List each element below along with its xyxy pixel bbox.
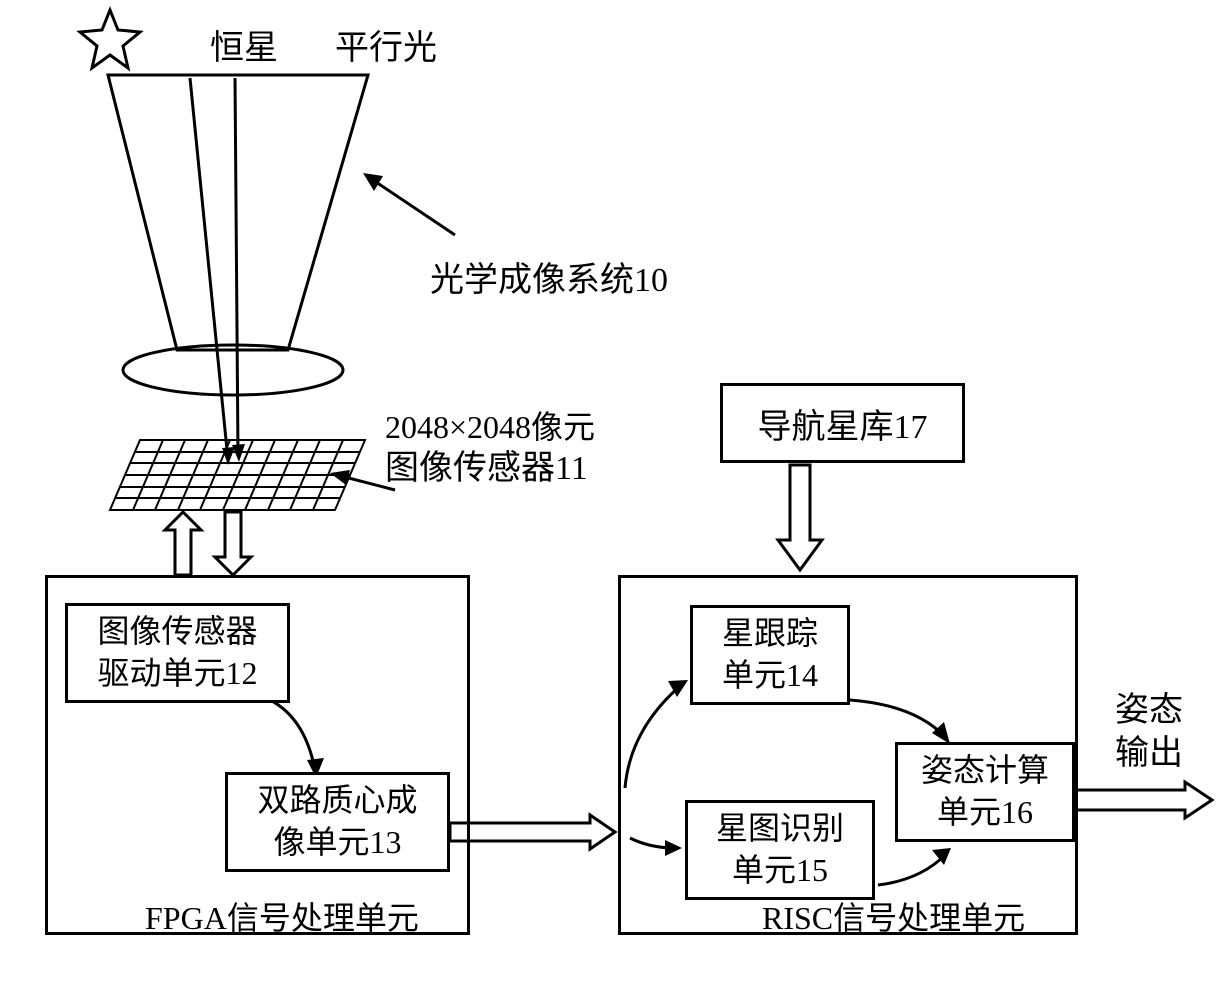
arrow-sensor-driver-down bbox=[215, 512, 251, 575]
sensor-grid bbox=[110, 440, 365, 510]
driver-unit-line1: 图像传感器 bbox=[97, 611, 257, 653]
star-icon bbox=[80, 10, 140, 68]
star-label: 恒星 bbox=[210, 20, 278, 69]
attitude-calc-line2: 单元16 bbox=[937, 792, 1033, 834]
attitude-output-label2: 输出 bbox=[1115, 725, 1183, 774]
attitude-calc-box: 姿态计算 单元16 bbox=[895, 742, 1075, 842]
optical-pointer bbox=[370, 178, 455, 235]
arrow-centroid-risc bbox=[450, 815, 615, 849]
centroid-line1: 双路质心成 bbox=[257, 780, 417, 822]
ray-right bbox=[235, 78, 238, 455]
lens-ellipse bbox=[123, 345, 343, 395]
attitude-calc-line1: 姿态计算 bbox=[921, 750, 1049, 792]
fpga-label: FPGA信号处理单元 bbox=[145, 893, 419, 939]
arrow-catalog-risc bbox=[778, 465, 822, 570]
star-id-box: 星图识别 单元15 bbox=[685, 800, 875, 900]
star-track-box: 星跟踪 单元14 bbox=[690, 605, 850, 705]
star-track-line1: 星跟踪 bbox=[722, 613, 818, 655]
nav-catalog-box: 导航星库17 bbox=[720, 383, 965, 463]
driver-unit-box: 图像传感器 驱动单元12 bbox=[65, 603, 290, 703]
arrow-sensor-driver-up bbox=[165, 512, 201, 575]
optical-cone bbox=[108, 75, 368, 350]
star-track-line2: 单元14 bbox=[722, 655, 818, 697]
centroid-line2: 像单元13 bbox=[273, 822, 401, 864]
driver-unit-line2: 驱动单元12 bbox=[97, 653, 257, 695]
centroid-unit-box: 双路质心成 像单元13 bbox=[225, 772, 450, 872]
nav-catalog-text: 导航星库17 bbox=[758, 399, 928, 448]
star-id-line1: 星图识别 bbox=[716, 808, 844, 850]
attitude-output-label1: 姿态 bbox=[1115, 682, 1183, 731]
star-id-line2: 单元15 bbox=[732, 850, 828, 892]
arrow-output bbox=[1075, 782, 1212, 818]
ray-left bbox=[190, 78, 228, 460]
optical-system-label: 光学成像系统10 bbox=[430, 252, 668, 301]
sensor-name-label: 图像传感器11 bbox=[385, 440, 588, 489]
parallel-light-label: 平行光 bbox=[335, 20, 437, 69]
